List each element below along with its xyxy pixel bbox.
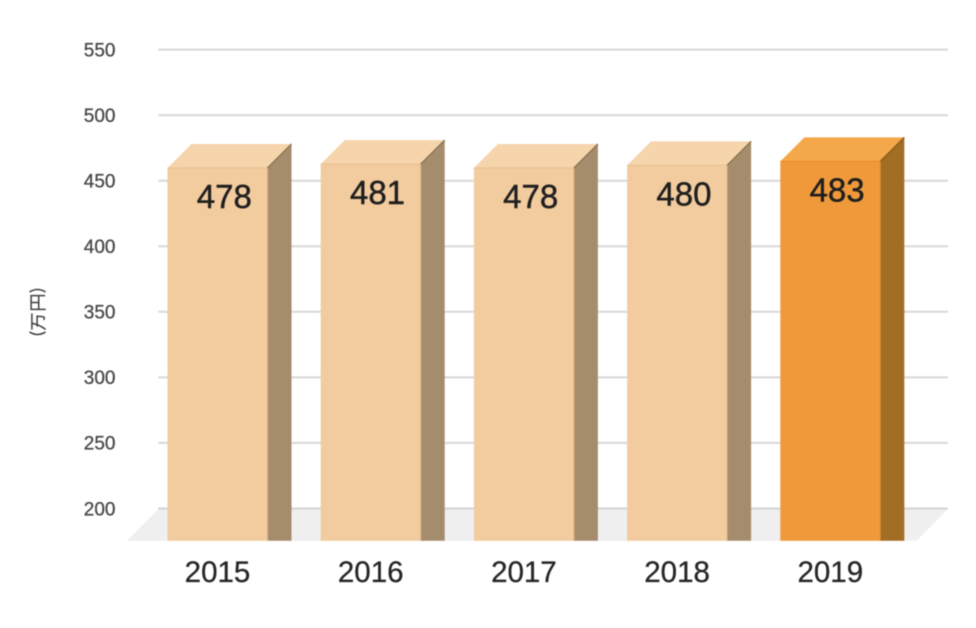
- svg-text:500: 500: [84, 106, 116, 127]
- svg-text:483: 483: [810, 171, 865, 208]
- svg-text:300: 300: [84, 368, 116, 389]
- svg-text:478: 478: [503, 178, 558, 215]
- svg-text:2016: 2016: [338, 556, 404, 589]
- svg-text:450: 450: [84, 172, 116, 193]
- svg-text:2015: 2015: [185, 556, 251, 589]
- svg-text:200: 200: [84, 499, 116, 520]
- svg-text:2017: 2017: [491, 556, 557, 589]
- svg-text:481: 481: [350, 174, 405, 211]
- svg-text:350: 350: [84, 303, 116, 324]
- svg-text:478: 478: [197, 178, 252, 215]
- svg-text:480: 480: [656, 175, 711, 212]
- svg-text:2019: 2019: [797, 556, 863, 589]
- svg-text:2018: 2018: [644, 556, 710, 589]
- svg-text:400: 400: [84, 237, 116, 258]
- svg-text:550: 550: [84, 40, 116, 61]
- svg-text:250: 250: [84, 434, 116, 455]
